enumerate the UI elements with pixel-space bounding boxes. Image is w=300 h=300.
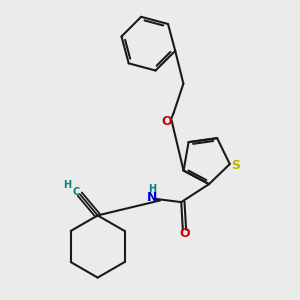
Text: C: C: [72, 188, 80, 197]
Text: O: O: [179, 227, 190, 240]
Text: N: N: [147, 191, 158, 204]
Text: S: S: [231, 159, 240, 172]
Text: H: H: [64, 180, 72, 190]
Text: H: H: [148, 184, 156, 194]
Text: O: O: [162, 115, 172, 128]
